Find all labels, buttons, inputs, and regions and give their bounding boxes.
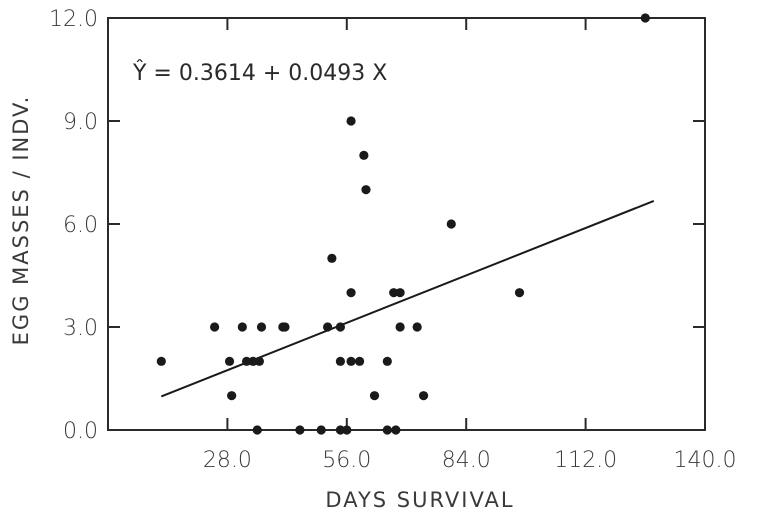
x-tick-label: 56.0 bbox=[322, 448, 371, 473]
data-point bbox=[346, 356, 356, 366]
data-point bbox=[335, 356, 346, 366]
data-point bbox=[210, 322, 220, 332]
data-point bbox=[252, 425, 262, 435]
data-point bbox=[354, 356, 365, 366]
regression-line-group bbox=[160, 200, 655, 398]
data-point bbox=[389, 288, 399, 298]
data-point bbox=[514, 288, 525, 298]
data-point bbox=[241, 356, 252, 366]
data-point bbox=[346, 288, 356, 298]
y-tick-label: 12.0 bbox=[49, 7, 98, 32]
data-point bbox=[280, 322, 290, 332]
data-point bbox=[382, 425, 392, 435]
data-point bbox=[369, 391, 380, 401]
data-point bbox=[395, 322, 405, 332]
y-axis-label: EGG MASSES / INDV. bbox=[9, 95, 33, 346]
y-tick-label: 0.0 bbox=[63, 419, 98, 444]
data-point bbox=[316, 425, 326, 435]
data-point bbox=[227, 391, 237, 401]
data-point bbox=[254, 356, 264, 366]
data-point bbox=[335, 425, 346, 435]
data-point bbox=[327, 253, 337, 263]
data-point bbox=[256, 322, 267, 332]
x-tick-label: 140.0 bbox=[674, 448, 737, 473]
y-tick-label: 3.0 bbox=[63, 316, 98, 341]
data-point bbox=[335, 322, 346, 332]
regression-line bbox=[160, 200, 655, 398]
x-tick-label: 28.0 bbox=[203, 448, 252, 473]
axes: 0.0 3.0 6.0 9.0 12.0 28.0 56.0 84.0 112.0 140.0 bbox=[49, 7, 736, 473]
data-point bbox=[295, 425, 305, 435]
data-point bbox=[395, 288, 405, 298]
data-point bbox=[359, 150, 369, 160]
data-point bbox=[412, 322, 422, 332]
data-points bbox=[156, 13, 650, 435]
data-point bbox=[640, 13, 650, 23]
x-tick-label: 112.0 bbox=[554, 448, 617, 473]
data-point bbox=[382, 356, 392, 366]
regression-equation: Ŷ = 0.3614 + 0.0493 X bbox=[132, 60, 387, 86]
y-tick-label: 6.0 bbox=[63, 213, 98, 238]
data-point bbox=[361, 185, 371, 195]
data-point bbox=[156, 356, 166, 366]
data-point bbox=[342, 425, 352, 435]
data-point bbox=[391, 425, 401, 435]
data-point bbox=[323, 322, 333, 332]
y-tick-label: 9.0 bbox=[63, 110, 98, 135]
data-point bbox=[237, 322, 247, 332]
data-point bbox=[224, 356, 235, 366]
x-axis-label: DAYS SURVIVAL bbox=[325, 488, 514, 512]
data-point bbox=[446, 219, 456, 229]
data-point bbox=[248, 356, 258, 366]
data-point bbox=[346, 116, 356, 126]
x-tick-label: 84.0 bbox=[442, 448, 491, 473]
data-point bbox=[418, 391, 429, 401]
